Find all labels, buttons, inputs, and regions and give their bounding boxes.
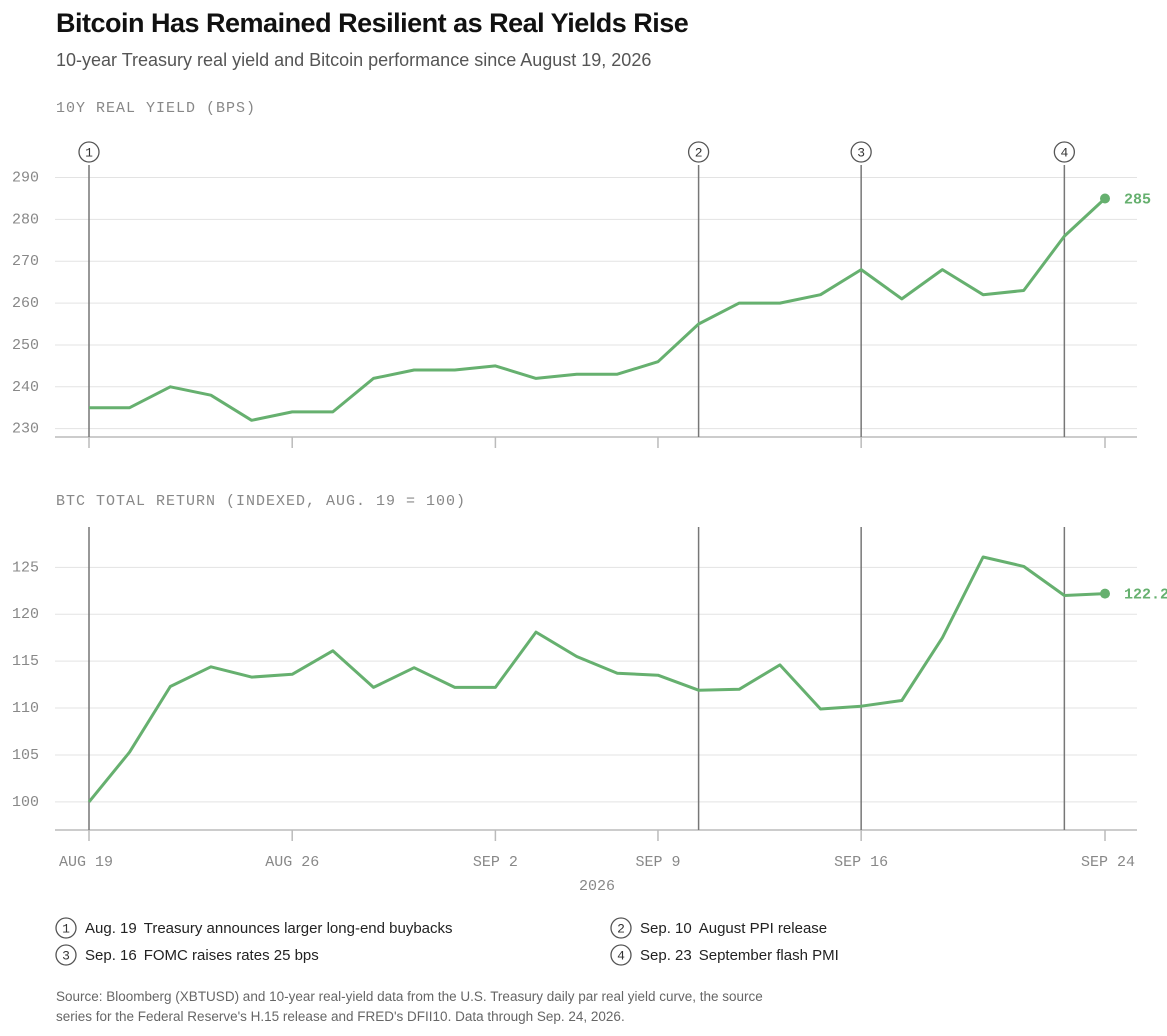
y-tick-label: 230 [12,421,39,438]
event-number: 4 [1060,145,1068,160]
y-tick-label: 120 [12,606,39,623]
x-axis-title: 2026 [579,878,615,895]
y-tick-label: 290 [12,170,39,187]
legend-entry: Sep. 10 August PPI release [640,920,827,937]
event-number: 2 [695,145,703,160]
source-note: Source: Bloomberg (XBTUSD) and 10-year r… [56,989,763,1024]
data-line [89,197,1107,422]
x-tick-label: SEP 24 [1081,854,1135,871]
event-marker [850,141,872,163]
y-tick-label: 100 [12,794,39,811]
legend-label: August PPI release [699,920,827,937]
y-tick-label: 270 [12,253,39,270]
event-number: 1 [85,145,93,160]
legend-marker [610,917,632,939]
subtitle: 10-year Treasury real yield and Bitcoin … [56,50,652,70]
legend-number: 1 [62,921,70,936]
y-tick-label: 280 [12,211,39,228]
legend-number: 4 [617,948,625,963]
x-tick-label: SEP 9 [635,854,680,871]
end-label: 285 [1124,191,1151,208]
legend-number: 2 [617,921,625,936]
event-marker [1053,141,1076,163]
legend-date: Sep. 16 [85,947,137,964]
title: Bitcoin Has Remained Resilient as Real Y… [56,8,689,38]
legend-date: Sep. 10 [640,920,692,937]
y-tick-label: 250 [12,337,39,354]
legend-marker [55,917,77,939]
y-axis-title: 10Y REAL YIELD (BPS) [56,100,256,117]
event-marker [78,141,100,163]
end-point [1100,193,1110,204]
end-point [1100,588,1110,599]
y-tick-label: 125 [12,559,39,576]
event-number: 3 [857,145,865,160]
legend-label: September flash PMI [699,947,839,964]
legend-marker [610,944,632,966]
x-tick-label: AUG 26 [265,854,319,871]
end-label: 122.2 [1124,587,1167,604]
data-line [87,555,1106,803]
legend-entry: Aug. 19 Treasury announces larger long-en… [85,920,453,937]
legend-date: Sep. 23 [640,947,692,964]
legend-label: FOMC raises rates 25 bps [144,947,319,964]
y-tick-label: 260 [12,295,39,312]
x-tick-label: SEP 16 [834,854,888,871]
legend-label: Treasury announces larger long-end buyba… [144,920,453,937]
y-tick-label: 115 [12,653,39,670]
legend-entry: Sep. 16 FOMC raises rates 25 bps [85,947,319,964]
x-tick-label: SEP 2 [473,854,518,871]
legend-number: 3 [62,948,70,963]
legend-entry: Sep. 23 September flash PMI [640,947,839,964]
y-tick-label: 240 [12,379,39,396]
event-marker [687,141,710,163]
x-tick-label: AUG 19 [59,854,113,871]
y-tick-label: 105 [12,747,39,764]
legend-date: Aug. 19 [85,920,137,937]
legend-marker [55,944,77,966]
y-axis-title: BTC TOTAL RETURN (INDEXED, AUG. 19 = 100… [56,493,466,510]
y-tick-label: 110 [12,700,39,717]
